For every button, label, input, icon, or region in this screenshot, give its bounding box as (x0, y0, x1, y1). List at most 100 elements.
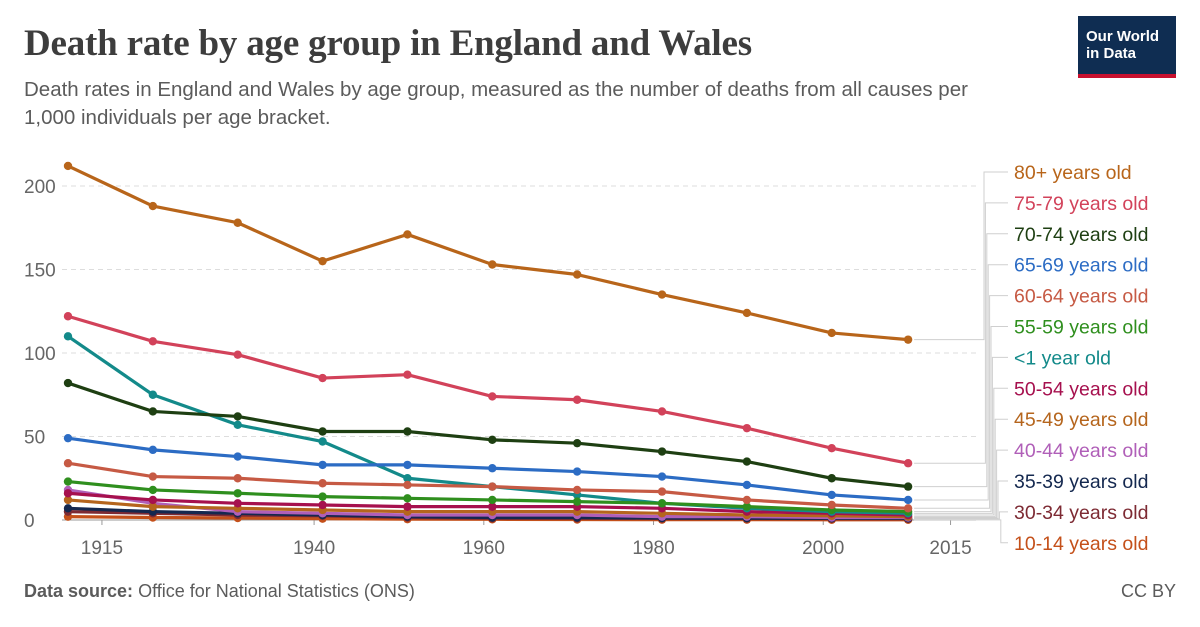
data-point[interactable] (572, 467, 582, 476)
data-point[interactable] (488, 392, 497, 401)
owid-logo[interactable]: Our World in Data (1078, 16, 1176, 78)
legend-label[interactable]: 30-34 years old (1014, 502, 1148, 524)
data-point[interactable] (148, 485, 158, 495)
data-point[interactable] (148, 201, 158, 211)
data-point[interactable] (148, 337, 158, 346)
data-point[interactable] (63, 378, 73, 388)
data-point[interactable] (827, 474, 836, 483)
data-point[interactable] (403, 480, 412, 490)
data-point[interactable] (233, 218, 242, 227)
data-point[interactable] (403, 370, 412, 379)
data-point[interactable] (488, 435, 497, 445)
data-point[interactable] (233, 350, 242, 359)
data-point[interactable] (148, 445, 158, 455)
data-point[interactable] (572, 497, 582, 506)
series-line[interactable] (67, 314, 909, 465)
data-point[interactable] (318, 500, 327, 510)
data-point[interactable] (63, 161, 73, 171)
series-60-64-years-old[interactable] (63, 459, 913, 513)
data-point[interactable] (903, 495, 913, 505)
data-point[interactable] (572, 270, 582, 279)
data-point[interactable] (657, 407, 667, 416)
data-point[interactable] (63, 504, 73, 513)
data-point[interactable] (742, 480, 752, 490)
data-point[interactable] (148, 502, 158, 511)
data-point[interactable] (903, 504, 913, 513)
data-point[interactable] (572, 395, 582, 404)
data-point[interactable] (318, 492, 327, 501)
data-point[interactable] (63, 477, 73, 486)
data-point[interactable] (572, 438, 582, 448)
data-point[interactable] (657, 487, 667, 496)
data-point[interactable] (233, 474, 242, 483)
data-point[interactable] (403, 427, 412, 436)
data-point[interactable] (233, 499, 242, 508)
legend-label[interactable]: 60-64 years old (1014, 286, 1148, 308)
series-70-74-years-old[interactable] (63, 378, 913, 491)
data-point[interactable] (63, 433, 73, 443)
license-link[interactable]: CC BY (1120, 581, 1176, 601)
legend-label[interactable]: 10-14 years old (1014, 533, 1148, 555)
data-point[interactable] (63, 489, 73, 498)
data-point[interactable] (318, 479, 327, 488)
legend-label[interactable]: 40-44 years old (1014, 440, 1148, 462)
data-point[interactable] (148, 390, 158, 399)
data-point[interactable] (657, 472, 667, 481)
data-point[interactable] (403, 230, 412, 239)
data-point[interactable] (63, 495, 73, 505)
series-65-69-years-old[interactable] (63, 433, 913, 505)
data-point[interactable] (742, 423, 752, 433)
data-point[interactable] (742, 457, 752, 466)
data-point[interactable] (827, 490, 836, 500)
data-point[interactable] (403, 502, 412, 511)
data-point[interactable] (148, 407, 158, 416)
data-point[interactable] (148, 495, 158, 505)
data-point[interactable] (903, 482, 913, 491)
data-point[interactable] (233, 420, 242, 430)
data-point[interactable] (657, 447, 667, 456)
data-point[interactable] (63, 312, 73, 321)
data-point[interactable] (148, 472, 158, 481)
legend-label[interactable]: 75-79 years old (1014, 193, 1148, 215)
data-point[interactable] (403, 474, 412, 483)
data-point[interactable] (488, 495, 497, 505)
legend-label[interactable]: <1 year old (1014, 347, 1111, 369)
data-point[interactable] (827, 500, 836, 510)
data-point[interactable] (488, 260, 497, 269)
series-75-79-years-old[interactable] (63, 312, 913, 468)
data-point[interactable] (488, 464, 497, 473)
data-point[interactable] (903, 335, 913, 344)
data-point[interactable] (318, 373, 327, 383)
data-point[interactable] (488, 482, 497, 491)
legend-label[interactable]: 70-74 years old (1014, 224, 1148, 246)
data-point[interactable] (742, 502, 752, 511)
data-point[interactable] (63, 459, 73, 468)
series-line[interactable] (67, 164, 909, 342)
series-80-years-old[interactable] (63, 161, 913, 344)
data-point[interactable] (657, 290, 667, 299)
data-point[interactable] (403, 460, 412, 470)
data-point[interactable] (742, 495, 752, 505)
data-point[interactable] (488, 502, 497, 511)
data-point[interactable] (403, 494, 412, 503)
legend-label[interactable]: 35-39 years old (1014, 471, 1148, 493)
legend-label[interactable]: 50-54 years old (1014, 378, 1148, 400)
data-point[interactable] (657, 499, 667, 508)
data-point[interactable] (233, 412, 242, 421)
data-point[interactable] (233, 452, 242, 461)
legend-label[interactable]: 45-49 years old (1014, 409, 1148, 431)
series-55-59-years-old[interactable] (63, 477, 913, 516)
legend-label[interactable]: 55-59 years old (1014, 317, 1148, 339)
legend-label[interactable]: 65-69 years old (1014, 255, 1148, 277)
data-point[interactable] (903, 459, 913, 468)
data-point[interactable] (63, 332, 73, 341)
data-point[interactable] (827, 328, 836, 338)
data-point[interactable] (742, 308, 752, 318)
data-point[interactable] (318, 256, 327, 266)
data-point[interactable] (318, 437, 327, 446)
legend-label[interactable]: 80+ years old (1014, 162, 1132, 184)
data-point[interactable] (572, 485, 582, 495)
data-point[interactable] (318, 460, 327, 470)
data-point[interactable] (318, 427, 327, 436)
data-point[interactable] (233, 489, 242, 498)
